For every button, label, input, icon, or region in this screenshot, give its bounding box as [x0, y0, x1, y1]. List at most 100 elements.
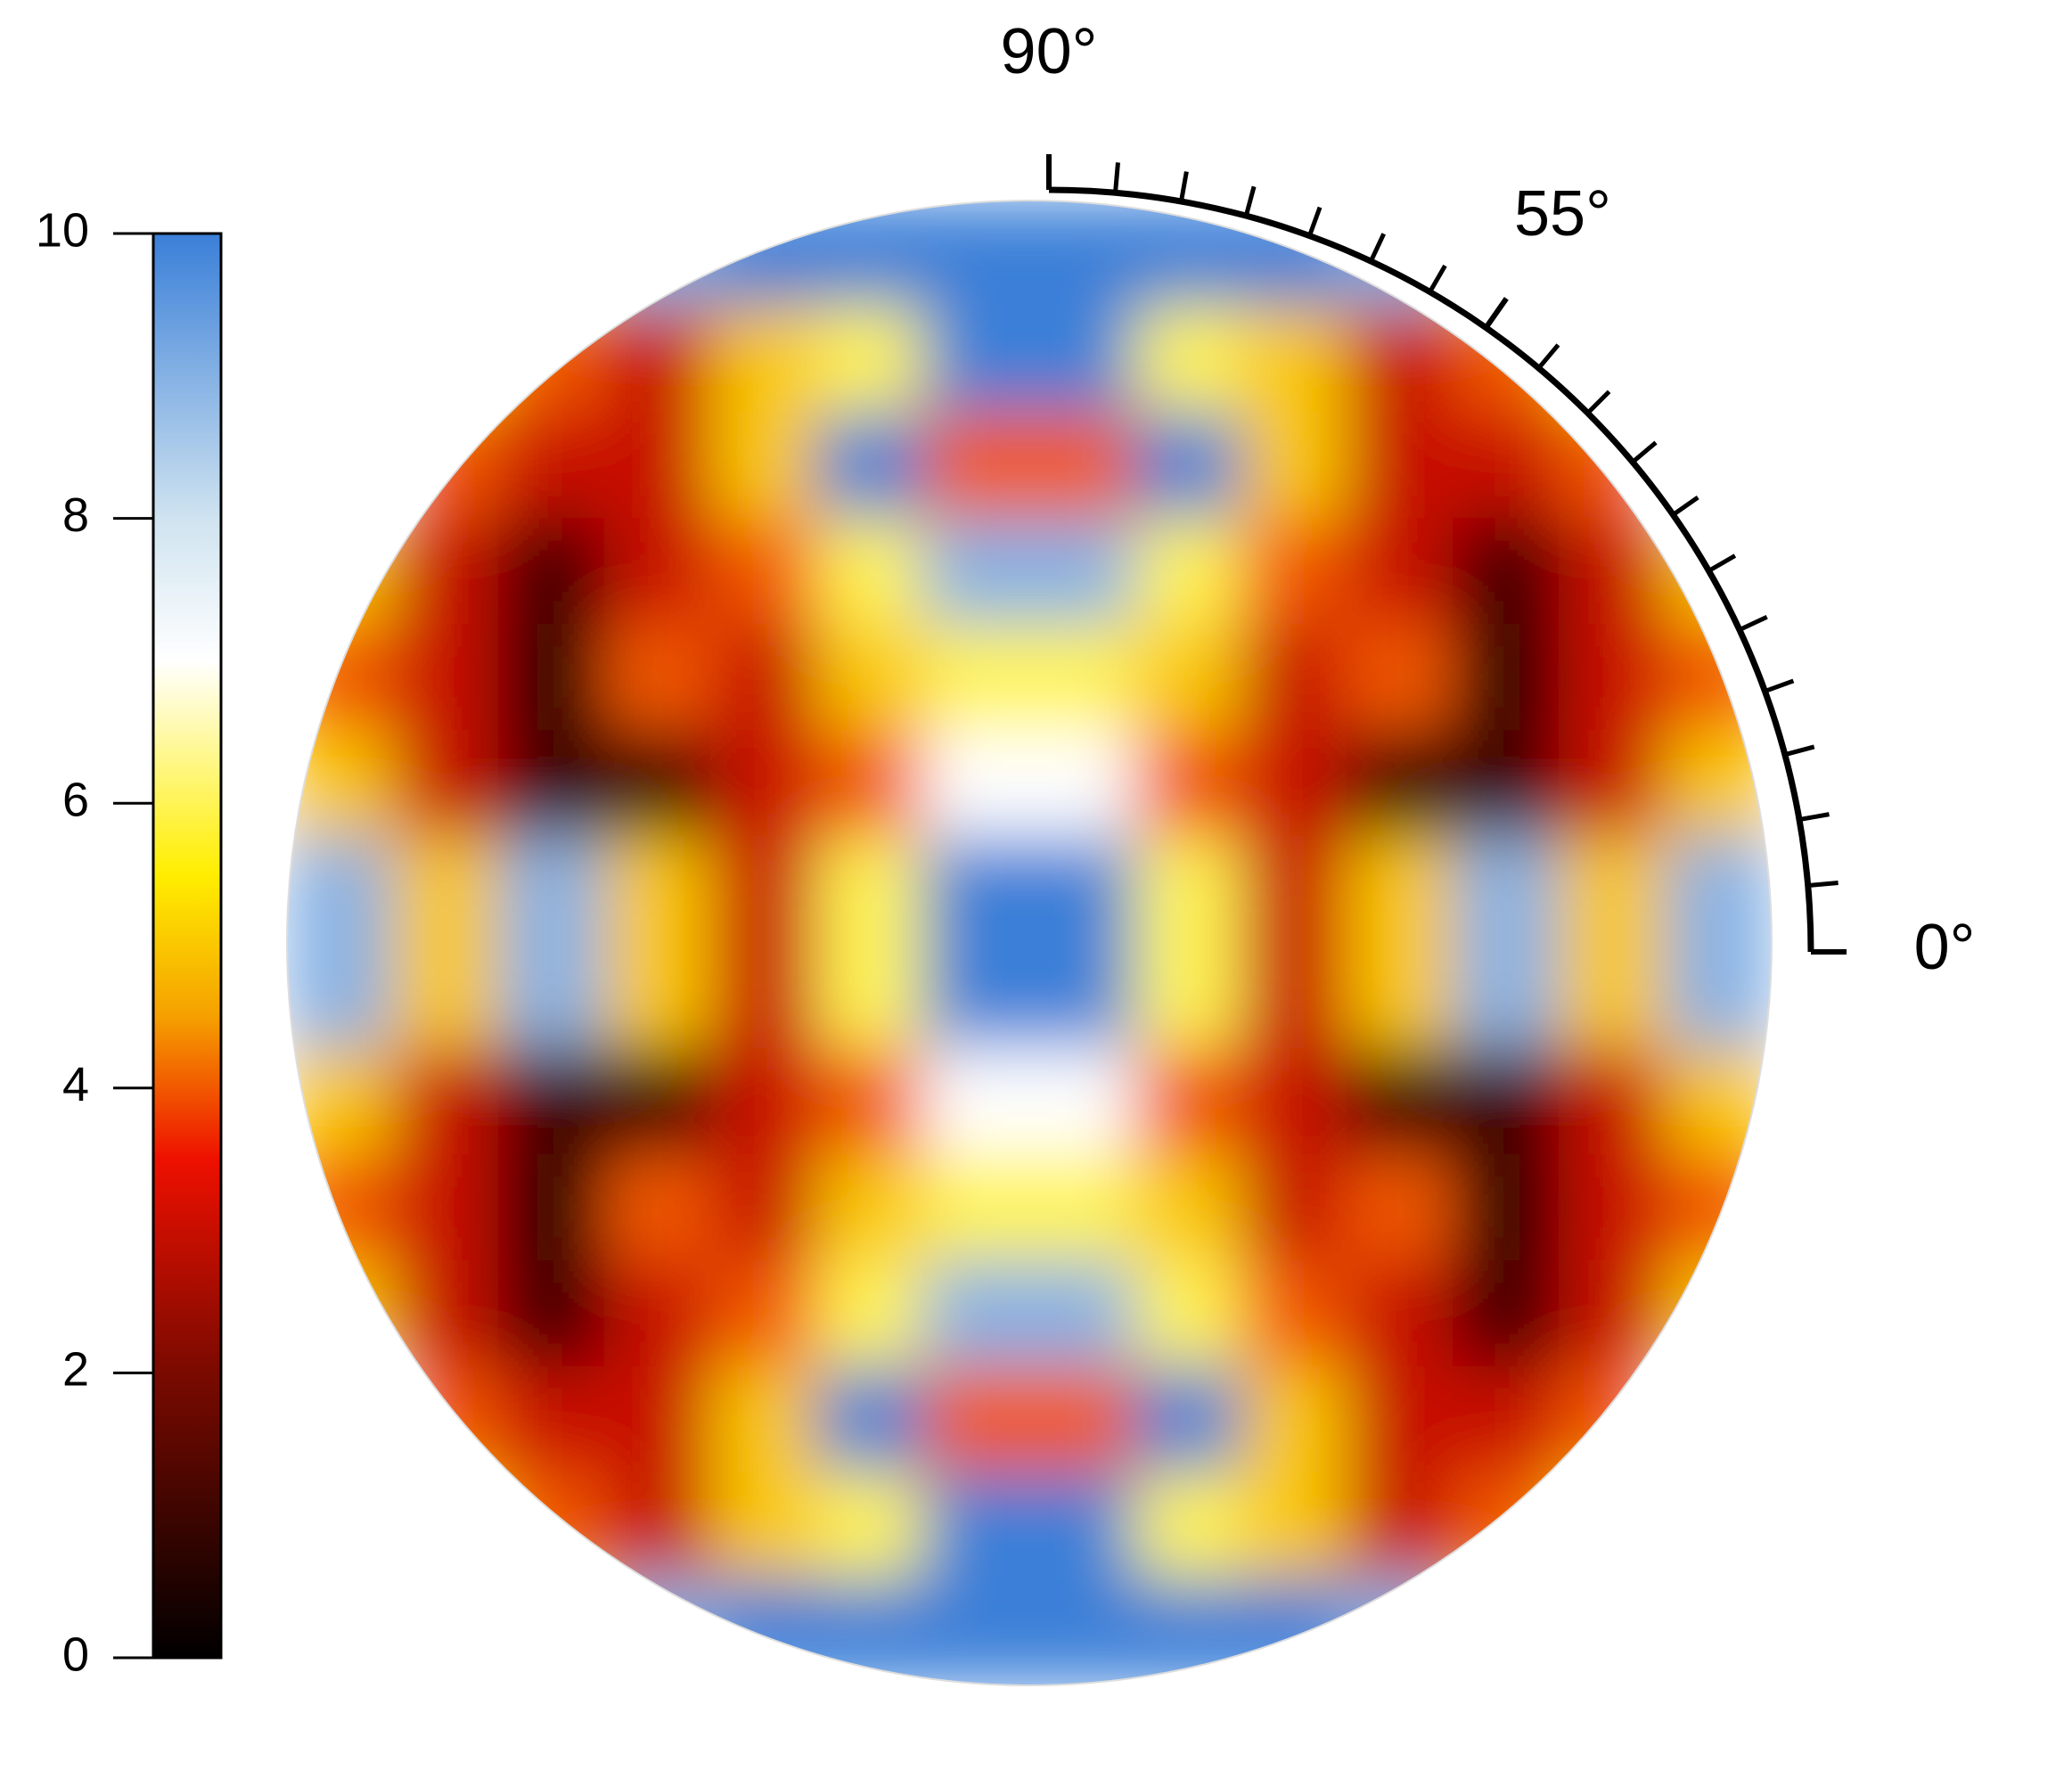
heat-cell — [1559, 1578, 1667, 1685]
heatmap-cells — [287, 201, 1772, 1685]
heat-cell — [498, 1472, 606, 1580]
heat-cell — [1453, 1366, 1560, 1474]
heat-cell — [1028, 1260, 1136, 1368]
heat-cell — [1134, 412, 1242, 520]
heat-cell — [392, 1260, 500, 1368]
angle-minor-tick — [1113, 162, 1120, 193]
heat-cell — [816, 306, 924, 414]
heat-cell — [287, 518, 394, 626]
heat-cell — [816, 1578, 924, 1685]
heat-cell — [287, 1260, 394, 1368]
heat-cell — [1665, 306, 1772, 414]
heat-cell — [498, 1048, 606, 1156]
heat-cell — [392, 1578, 500, 1685]
heat-cell — [1028, 1578, 1136, 1685]
heat-cell — [1347, 518, 1454, 626]
heat-cell — [816, 1154, 924, 1262]
heat-cell — [1665, 518, 1772, 626]
heat-cell — [710, 201, 818, 307]
heat-cell — [1559, 942, 1667, 1050]
heat-cell — [710, 1048, 818, 1156]
heat-cell — [710, 836, 818, 944]
heat-cell — [922, 412, 1030, 520]
heat-cell — [816, 1366, 924, 1474]
heat-cell — [498, 836, 606, 944]
heat-cell — [922, 624, 1030, 732]
heat-cell — [1347, 942, 1454, 1050]
heat-cell — [392, 1048, 500, 1156]
heat-cell — [392, 1366, 500, 1474]
angle-tick — [1483, 297, 1509, 330]
heat-cell — [287, 836, 394, 944]
heat-cell — [604, 1472, 712, 1580]
heat-cell — [1665, 942, 1772, 1050]
heat-cell — [498, 624, 606, 732]
heat-cell — [604, 624, 712, 732]
heat-cell — [922, 836, 1030, 944]
colorbar-tick-label: 8 — [62, 488, 89, 542]
heat-cell — [1665, 730, 1772, 838]
heat-cell — [1665, 836, 1772, 944]
angle-minor-tick — [1428, 264, 1447, 293]
heat-cell — [1241, 730, 1348, 838]
heat-cell — [816, 518, 924, 626]
heat-cell — [498, 518, 606, 626]
heat-cell — [922, 1048, 1030, 1156]
heat-cell — [816, 201, 924, 307]
heat-cell — [1347, 306, 1454, 414]
heat-cell — [1665, 1366, 1772, 1474]
heat-cell — [922, 1472, 1030, 1580]
heat-cell — [392, 412, 500, 520]
heat-cell — [604, 942, 712, 1050]
heat-cell — [1453, 1260, 1560, 1368]
heatmap-edge — [286, 200, 1773, 1686]
heat-cell — [1134, 1048, 1242, 1156]
heat-cell — [1241, 836, 1348, 944]
heat-cell — [498, 412, 606, 520]
heat-cell — [1028, 730, 1136, 838]
heat-cell — [1134, 1472, 1242, 1580]
heat-cell — [816, 624, 924, 732]
heat-cell — [1665, 1578, 1772, 1685]
angle-minor-tick — [1671, 496, 1699, 517]
heat-cell — [1665, 1154, 1772, 1262]
heat-cell — [392, 518, 500, 626]
heat-cell — [816, 730, 924, 838]
heat-cell — [287, 1154, 394, 1262]
heat-cell — [1453, 836, 1560, 944]
heat-cell — [604, 1366, 712, 1474]
angle-minor-tick — [1708, 553, 1737, 573]
angle-minor-tick — [1784, 744, 1815, 758]
heat-cell — [1134, 1366, 1242, 1474]
heat-cell — [1559, 1154, 1667, 1262]
heat-cell — [1241, 412, 1348, 520]
heat-cell — [922, 1366, 1030, 1474]
heat-cell — [1665, 201, 1772, 307]
heat-cell — [498, 730, 606, 838]
heat-cell — [604, 412, 712, 520]
heat-cell — [1347, 201, 1454, 307]
heatmap — [287, 201, 1772, 1685]
heat-cell — [392, 306, 500, 414]
angle-minor-tick — [1738, 615, 1768, 632]
angle-tick-label: 90° — [1001, 16, 1098, 87]
heat-cell — [1028, 306, 1136, 414]
angle-minor-tick — [1536, 343, 1560, 370]
heat-cell — [392, 1154, 500, 1262]
heat-cell — [1241, 1578, 1348, 1685]
heat-cell — [816, 836, 924, 944]
heat-cell — [1028, 1154, 1136, 1262]
heat-cell — [1241, 1048, 1348, 1156]
angle-minor-tick — [1307, 206, 1323, 237]
heat-cell — [604, 1578, 712, 1685]
heat-cell — [1134, 518, 1242, 626]
heat-cell — [1347, 1260, 1454, 1368]
heat-cell — [922, 518, 1030, 626]
heat-cell — [1028, 412, 1136, 520]
angle-minor-tick — [1369, 233, 1386, 263]
heat-cell — [287, 1578, 394, 1685]
heat-cell — [1347, 1366, 1454, 1474]
colorbar-tick-label: 4 — [62, 1058, 89, 1111]
heat-cell — [498, 306, 606, 414]
heat-cell — [287, 624, 394, 732]
